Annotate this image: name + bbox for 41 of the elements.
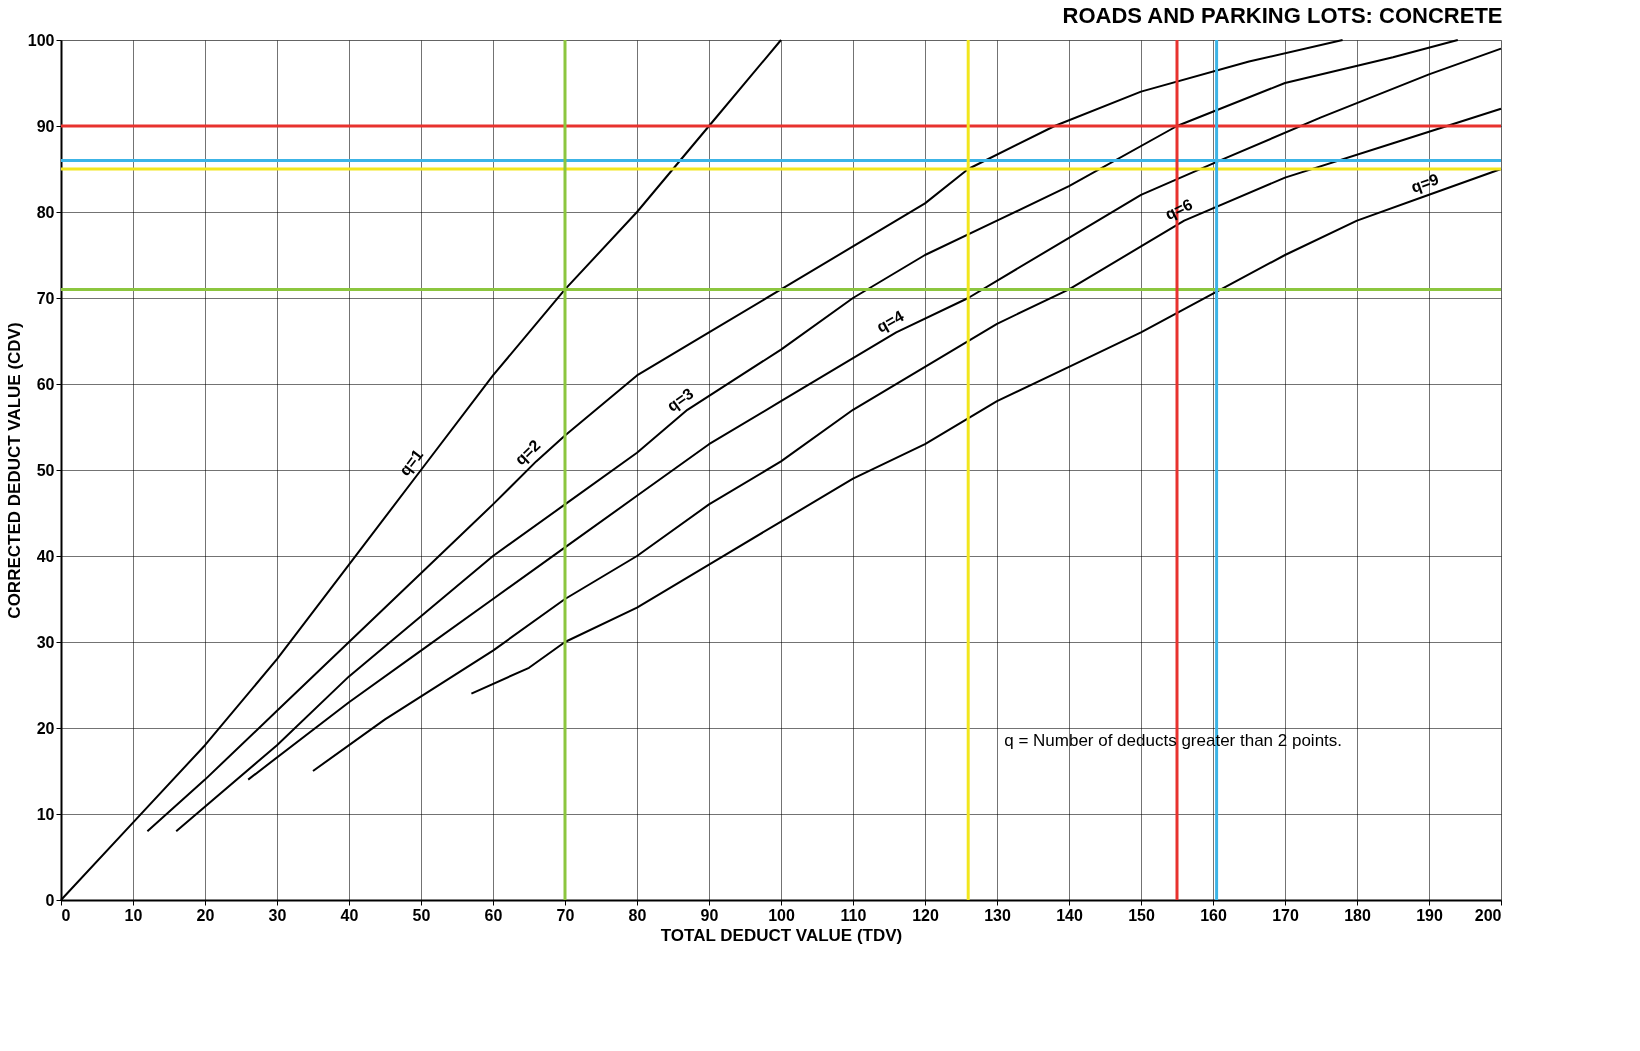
text: q=3 <box>663 384 697 415</box>
y-tick-label: 50 <box>36 461 55 479</box>
x-tick-label: 120 <box>912 906 939 924</box>
x-tick-label: 140 <box>1056 906 1083 924</box>
x-tick-label: 50 <box>412 906 431 924</box>
x-tick-label: 150 <box>1128 906 1155 924</box>
text: q=4 <box>873 307 907 336</box>
x-tick-label: 200 <box>1474 906 1502 924</box>
y-tick-label: 30 <box>36 633 55 651</box>
x-tick-label: 160 <box>1200 906 1227 924</box>
y-tick-label: 10 <box>36 805 55 823</box>
y-tick-label: 70 <box>36 289 55 307</box>
x-tick-label: 110 <box>840 906 867 924</box>
x-tick-label: 90 <box>700 906 719 924</box>
x-tick-label: 10 <box>124 906 143 924</box>
y-axis-title: CORRECTED DEDUCT VALUE (CDV) <box>4 322 24 619</box>
x-tick-label: 30 <box>268 906 287 924</box>
x-tick-label: 170 <box>1272 906 1299 924</box>
x-tick-label: 80 <box>628 906 647 924</box>
x-tick-label: 100 <box>768 906 795 924</box>
y-tick-label: 20 <box>36 719 55 737</box>
chart-title: ROADS AND PARKING LOTS: CONCRETE <box>1062 3 1503 28</box>
x-tick-label: 180 <box>1344 906 1371 924</box>
text: q=9 <box>1408 170 1441 196</box>
x-tick-label: 0 <box>61 906 71 924</box>
text: q=2 <box>511 436 544 469</box>
y-tick-label: 80 <box>36 203 55 221</box>
x-axis-title: TOTAL DEDUCT VALUE (TDV) <box>660 925 903 945</box>
y-tick-label: 0 <box>45 891 55 909</box>
y-tick-label: 60 <box>36 375 55 393</box>
y-tick-label: 100 <box>27 31 55 49</box>
y-tick-label: 90 <box>36 117 55 135</box>
x-tick-label: 40 <box>340 906 359 924</box>
x-tick-label: 20 <box>196 906 215 924</box>
y-tick-label: 40 <box>36 547 55 565</box>
text: q=1 <box>395 446 427 479</box>
x-tick-label: 130 <box>984 906 1011 924</box>
text: q=6 <box>1162 195 1196 224</box>
x-tick-label: 60 <box>484 906 503 924</box>
x-tick-label: 70 <box>556 906 575 924</box>
x-tick-label: 190 <box>1416 906 1443 924</box>
